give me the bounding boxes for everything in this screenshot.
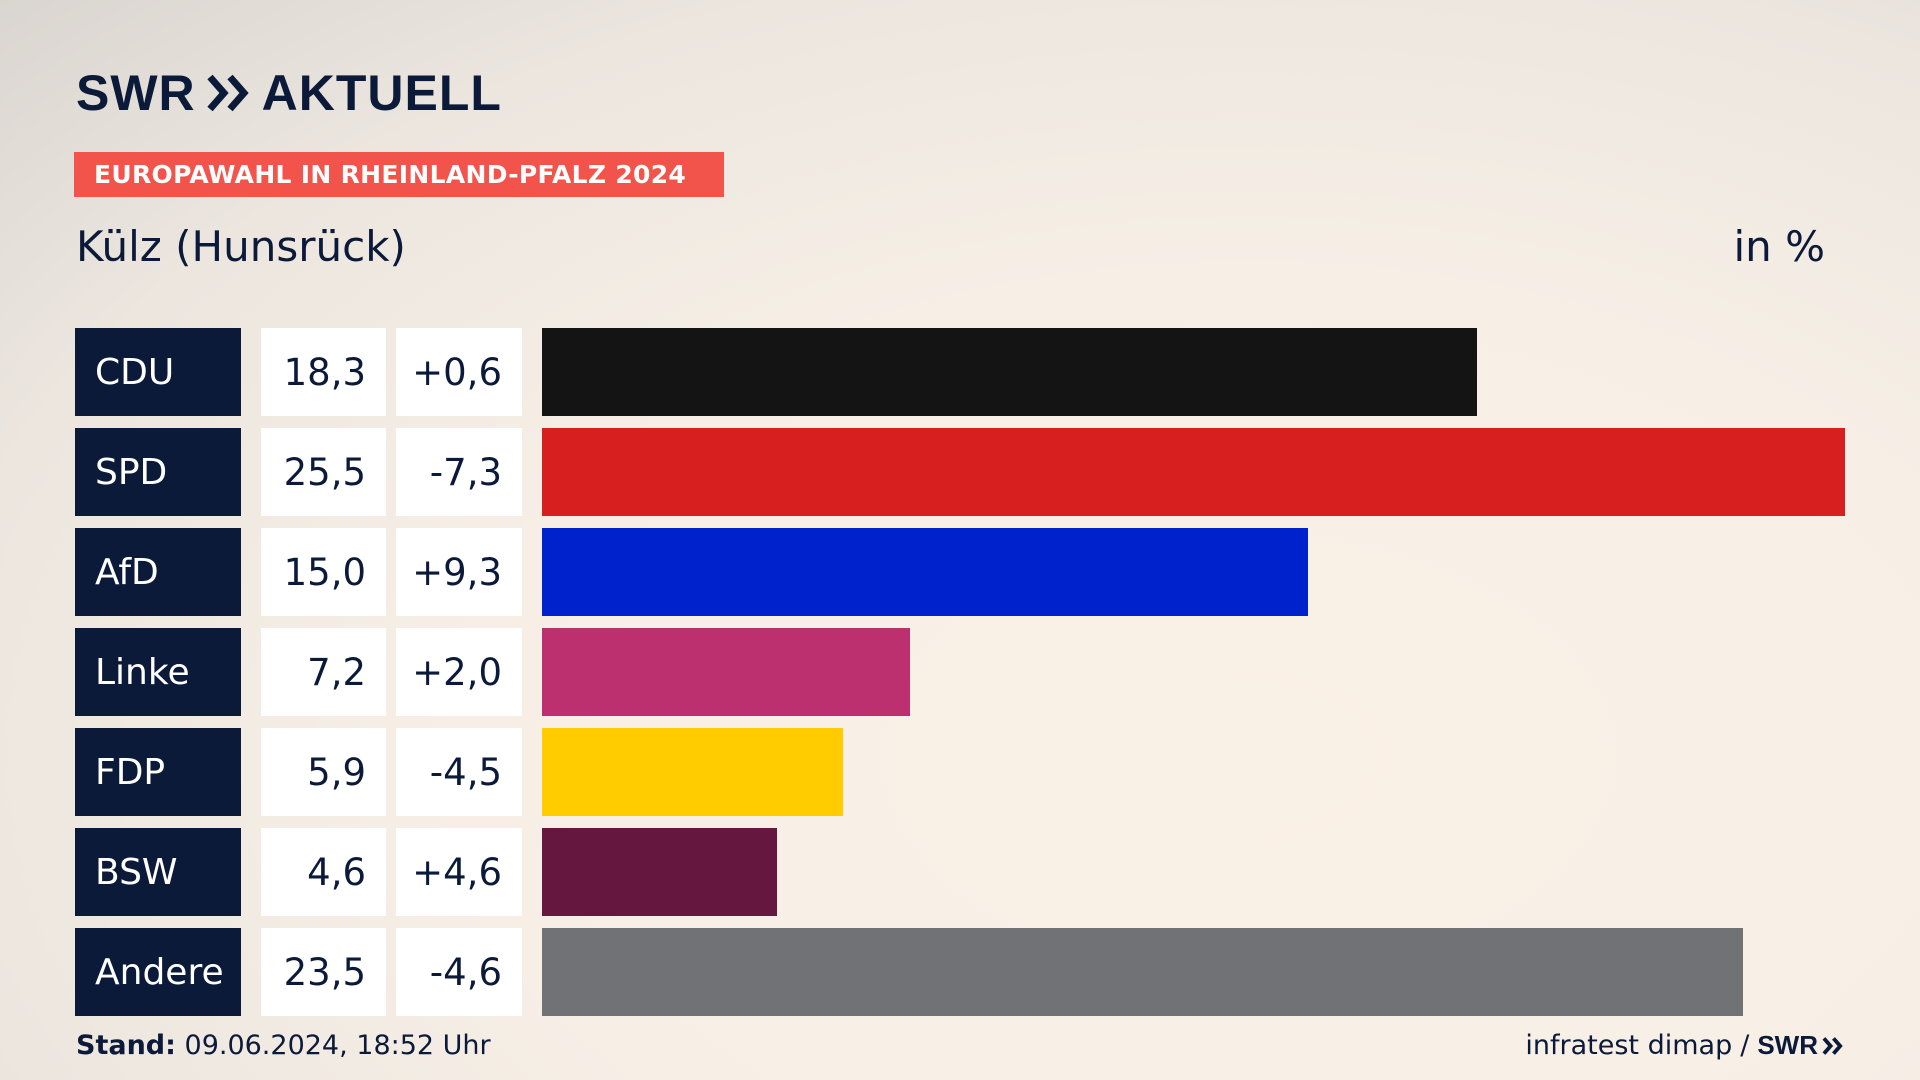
result-bar <box>542 328 1477 416</box>
result-bar <box>542 628 910 716</box>
swr-mini-logo: SWR <box>1757 1030 1844 1061</box>
result-bar <box>542 828 777 916</box>
source-separator: / <box>1740 1030 1750 1061</box>
party-label: SPD <box>75 428 241 516</box>
source-name: infratest dimap <box>1525 1030 1733 1061</box>
result-bar <box>542 928 1743 1016</box>
result-row: BSW 4,6 +4,6 <box>75 828 1855 916</box>
vote-share-value: 18,3 <box>261 328 386 416</box>
vote-share-change: +4,6 <box>396 828 522 916</box>
result-row: Linke 7,2 +2,0 <box>75 628 1855 716</box>
unit-label: in % <box>1733 222 1825 271</box>
party-label: BSW <box>75 828 241 916</box>
party-label: FDP <box>75 728 241 816</box>
logo-text: SWR <box>76 65 196 121</box>
chart-title: Külz (Hunsrück) <box>76 222 406 271</box>
source-credit: infratest dimap / SWR <box>1525 1030 1844 1061</box>
mini-double-chevron-icon <box>1822 1036 1843 1055</box>
result-row: SPD 25,5 -7,3 <box>75 428 1855 516</box>
result-bar <box>542 428 1845 516</box>
party-label: AfD <box>75 528 241 616</box>
stand-label: Stand: <box>76 1030 176 1061</box>
vote-share-change: +9,3 <box>396 528 522 616</box>
vote-share-value: 7,2 <box>261 628 386 716</box>
result-row: AfD 15,0 +9,3 <box>75 528 1855 616</box>
vote-share-value: 4,6 <box>261 828 386 916</box>
election-badge: EUROPAWAHL IN RHEINLAND-PFALZ 2024 <box>74 152 724 197</box>
logo-suffix: AKTUELL <box>261 65 502 121</box>
party-label: Linke <box>75 628 241 716</box>
double-chevron-icon <box>207 74 249 112</box>
party-label: Andere <box>75 928 241 1016</box>
vote-share-change: +0,6 <box>396 328 522 416</box>
vote-share-change: +2,0 <box>396 628 522 716</box>
result-bar <box>542 728 843 816</box>
timestamp: Stand: 09.06.2024, 18:52 Uhr <box>76 1030 491 1061</box>
vote-share-value: 23,5 <box>261 928 386 1016</box>
result-row: Andere 23,5 -4,6 <box>75 928 1855 1016</box>
vote-share-change: -7,3 <box>396 428 522 516</box>
swr-aktuell-logo: SWR AKTUELL <box>76 65 502 121</box>
mini-logo-text: SWR <box>1757 1030 1818 1060</box>
vote-share-change: -4,6 <box>396 928 522 1016</box>
party-label: CDU <box>75 328 241 416</box>
vote-share-value: 15,0 <box>261 528 386 616</box>
vote-share-change: -4,5 <box>396 728 522 816</box>
result-row: FDP 5,9 -4,5 <box>75 728 1855 816</box>
result-row: CDU 18,3 +0,6 <box>75 328 1855 416</box>
vote-share-value: 25,5 <box>261 428 386 516</box>
vote-share-value: 5,9 <box>261 728 386 816</box>
stand-value: 09.06.2024, 18:52 Uhr <box>184 1030 491 1061</box>
result-bar <box>542 528 1308 616</box>
